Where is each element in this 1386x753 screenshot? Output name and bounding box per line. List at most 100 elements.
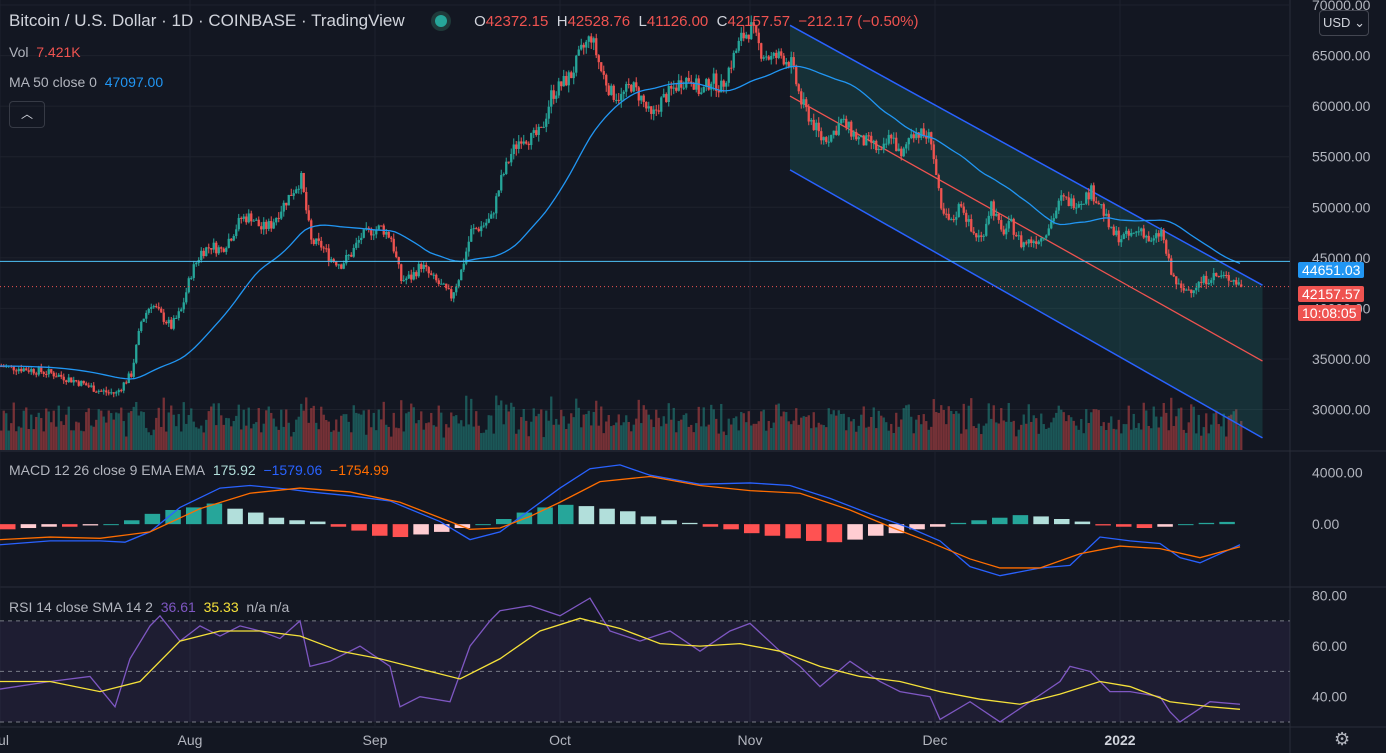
volume-bar	[570, 413, 573, 450]
candle	[335, 261, 338, 266]
candle	[840, 119, 843, 124]
symbol-title[interactable]: Bitcoin / U.S. Dollar	[9, 11, 157, 30]
volume-bar	[130, 411, 133, 450]
market-status-icon[interactable]	[435, 15, 448, 27]
candle	[650, 106, 653, 114]
volume-bar	[1032, 415, 1035, 450]
candle	[155, 306, 158, 308]
volume-bar	[845, 430, 848, 450]
candle	[320, 240, 323, 248]
volume-bar	[735, 416, 738, 450]
volume-bar	[732, 418, 735, 450]
candle	[612, 85, 615, 100]
candle	[1042, 237, 1045, 239]
price-axis[interactable]: 30000.0035000.0040000.0045000.0050000.00…	[1312, 0, 1371, 705]
candle	[107, 392, 110, 394]
candle	[897, 148, 900, 152]
macd-legend[interactable]: MACD 12 26 close 9 EMA EMA 175.92 −1579.…	[9, 462, 389, 478]
candle	[337, 264, 340, 266]
volume-bar	[645, 409, 648, 450]
candle	[870, 135, 873, 143]
candle	[1200, 281, 1203, 283]
candle	[595, 38, 598, 56]
volume-bar	[72, 430, 75, 450]
candle	[162, 312, 165, 322]
volume-bar	[530, 421, 533, 450]
candle	[455, 286, 458, 293]
volume-bar	[265, 410, 268, 450]
macd-histogram-bar	[1157, 524, 1173, 527]
volume-bar	[822, 425, 825, 450]
volume-bar	[342, 414, 345, 450]
volume-bar	[625, 415, 628, 450]
candle	[1070, 198, 1073, 206]
volume-bar	[202, 432, 205, 450]
rsi-tick-label: 80.00	[1312, 588, 1347, 604]
candle	[1075, 207, 1078, 209]
volume-legend[interactable]: Vol 7.421K	[9, 44, 81, 60]
candle	[177, 311, 180, 318]
collapse-legend-button[interactable]: ︿	[9, 101, 45, 128]
low-value: 41126.00	[646, 13, 709, 30]
macd-histogram-bar	[0, 524, 16, 530]
candle	[347, 254, 350, 256]
volume-bar	[1017, 429, 1020, 450]
signal-line	[0, 475, 1241, 569]
rsi-legend[interactable]: RSI 14 close SMA 14 2 36.61 35.33 n/a n/…	[9, 599, 290, 615]
candle	[862, 135, 865, 146]
volume-bar	[1030, 421, 1033, 450]
candle	[577, 49, 580, 56]
candle	[512, 144, 515, 155]
candle	[187, 278, 190, 293]
candle	[807, 107, 810, 122]
candle	[92, 385, 95, 392]
volume-bar	[1025, 423, 1028, 450]
volume-bar	[470, 398, 473, 450]
candle	[600, 62, 603, 72]
candle	[777, 51, 780, 58]
ma-legend[interactable]: MA 50 close 0 47097.00	[9, 74, 164, 90]
volume-bar	[490, 415, 493, 450]
volume-bar	[535, 416, 538, 450]
volume-bar	[1165, 412, 1168, 450]
currency-select[interactable]: USD ⌄	[1319, 10, 1369, 36]
volume-bar	[167, 412, 170, 450]
candle	[152, 306, 155, 308]
volume-bar	[987, 403, 990, 450]
candle	[527, 143, 530, 146]
candle	[245, 216, 248, 223]
volume-bar	[1067, 415, 1070, 450]
macd-histogram-bar	[992, 517, 1008, 525]
volume-bar	[680, 419, 683, 450]
volume-bar	[295, 419, 298, 450]
candle	[692, 83, 695, 90]
candle	[995, 213, 998, 216]
volume-bar	[602, 433, 605, 450]
volume-bar	[75, 421, 78, 450]
candle	[605, 74, 608, 86]
candle	[122, 382, 125, 391]
volume-bar	[582, 414, 585, 450]
time-axis[interactable]: Jul Aug Sep Oct Nov Dec 2022	[0, 732, 1136, 748]
time-tick-label: Jul	[0, 732, 9, 748]
volume-bar	[785, 412, 788, 450]
volume-bar	[205, 419, 208, 450]
candle	[1230, 280, 1233, 282]
candle	[50, 369, 53, 373]
macd-histogram-bar	[682, 522, 698, 525]
volume-bar	[1227, 415, 1230, 450]
candle	[112, 392, 115, 394]
volume-bar	[467, 424, 470, 450]
candle	[1155, 233, 1158, 239]
candle	[962, 206, 965, 213]
volume-bar	[942, 409, 945, 450]
interval[interactable]: 1D	[171, 11, 194, 30]
gear-icon[interactable]: ⚙	[1334, 729, 1351, 749]
regression-channel[interactable]	[789, 24, 1263, 439]
volume-bar	[110, 413, 113, 450]
volume-bar	[892, 433, 895, 450]
candle	[1240, 284, 1243, 287]
candle	[932, 144, 935, 160]
volume-bar	[1005, 421, 1008, 450]
